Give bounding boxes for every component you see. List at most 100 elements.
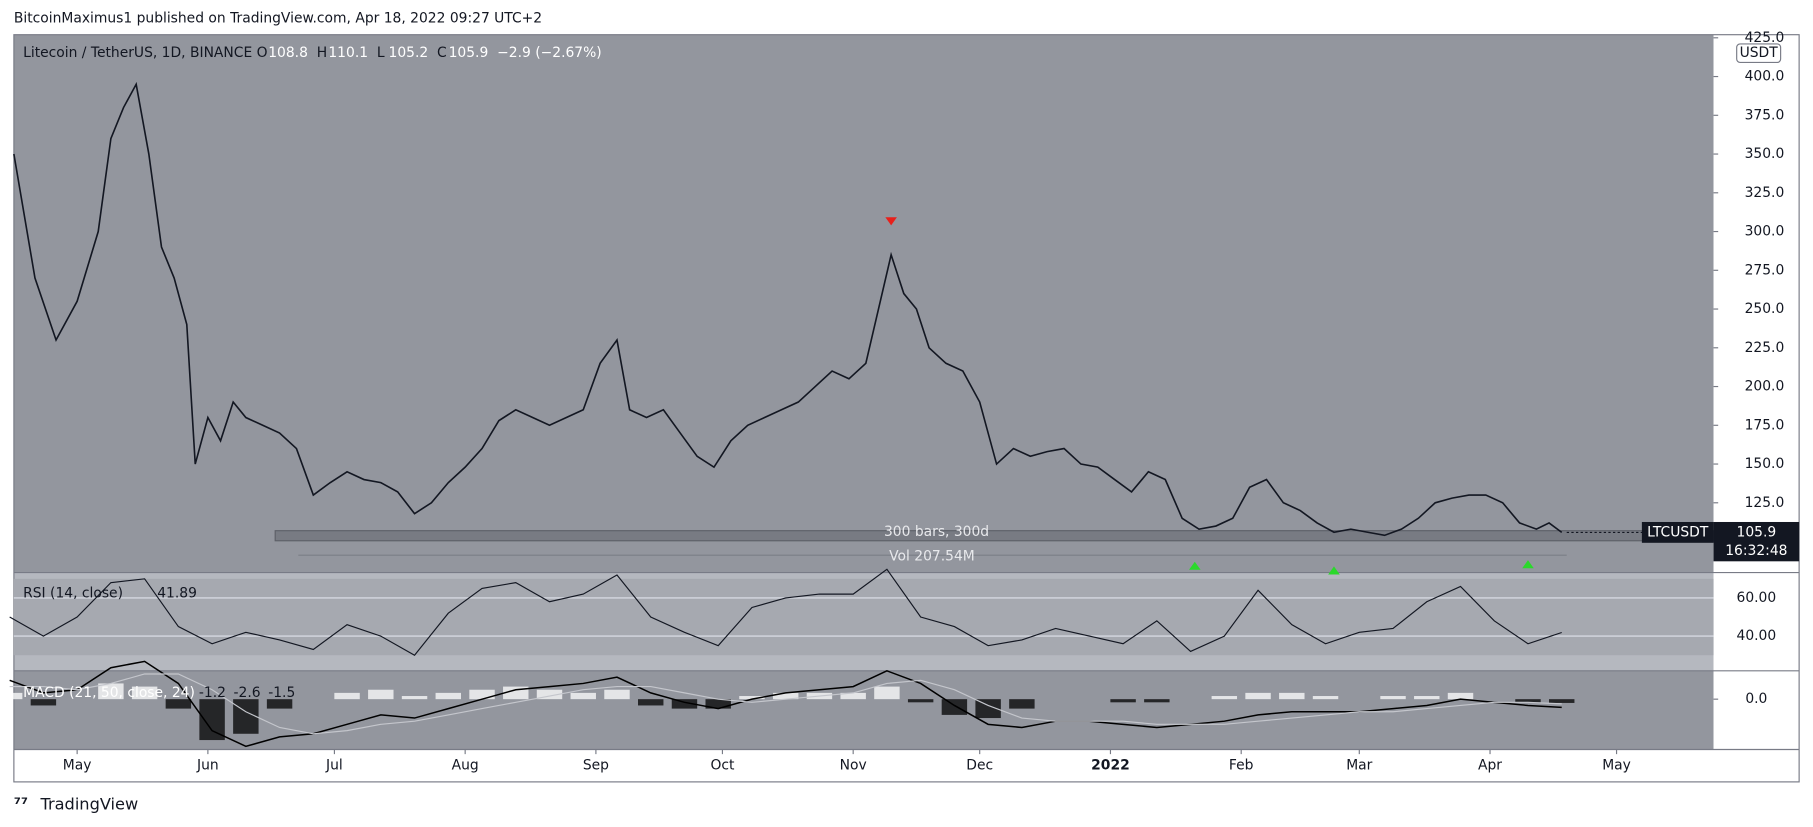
x-tick-label: Oct bbox=[710, 758, 735, 774]
x-tick-label: Jul bbox=[325, 758, 343, 774]
x-tick-label: Aug bbox=[452, 758, 479, 774]
macd-histogram-bar bbox=[1312, 696, 1339, 700]
macd-histogram-bar bbox=[469, 689, 495, 700]
currency-box bbox=[1736, 43, 1782, 64]
macd-histogram-bar bbox=[1515, 699, 1541, 703]
macd-histogram-bar bbox=[604, 689, 630, 700]
ohlc-key: O bbox=[257, 45, 268, 61]
marker bbox=[1189, 561, 1201, 570]
macd-histogram-bar bbox=[131, 686, 158, 700]
y-tick-label: 350.0 bbox=[1745, 146, 1785, 162]
ticker-box bbox=[1641, 521, 1714, 543]
macd-histogram-bar bbox=[907, 699, 934, 703]
price-panel bbox=[13, 34, 1714, 573]
macd-tick-label: 0.0 bbox=[1745, 691, 1767, 707]
macd-panel bbox=[13, 670, 1714, 750]
x-tick-label: Apr bbox=[1478, 758, 1502, 774]
macd-histogram-bar bbox=[1245, 692, 1271, 700]
macd-histogram-bar bbox=[1279, 692, 1305, 700]
macd-histogram-bar bbox=[705, 699, 731, 709]
macd-histogram-bar bbox=[165, 699, 192, 709]
y-tick-label: 325.0 bbox=[1745, 185, 1785, 201]
rsi-last: 41.89 bbox=[157, 585, 197, 601]
y-tick-label: 125.0 bbox=[1745, 495, 1785, 511]
macd-last: -2.6 bbox=[234, 685, 261, 701]
macd-histogram-bar bbox=[1380, 696, 1406, 700]
rsi-tick-label: 60.00 bbox=[1737, 590, 1777, 606]
y-tick-label: 375.0 bbox=[1745, 107, 1785, 123]
symbol: Litecoin / TetherUS, 1D, BINANCE bbox=[23, 45, 252, 61]
rsi-line bbox=[9, 568, 1562, 656]
change: −2.9 (−2.67%) bbox=[497, 45, 601, 61]
macd-histogram-bar bbox=[536, 689, 563, 700]
ohlc-value: 105.9 bbox=[449, 45, 489, 61]
countdown: 16:32:48 bbox=[1725, 543, 1787, 559]
macd-histogram-bar bbox=[772, 692, 799, 700]
macd-histogram-bar bbox=[435, 692, 462, 700]
support-zone bbox=[274, 530, 1715, 542]
price-box bbox=[1713, 521, 1800, 562]
macd-histogram-bar bbox=[941, 699, 968, 715]
volume-label: Vol 207.54M bbox=[889, 548, 975, 564]
footer: TradingView bbox=[39, 795, 138, 814]
macd-histogram-bar bbox=[1447, 692, 1474, 700]
macd-histogram-bar bbox=[30, 699, 57, 706]
x-tick-label: Jun bbox=[196, 758, 219, 774]
macd-histogram-bar bbox=[570, 692, 596, 700]
macd-histogram-bar bbox=[1110, 699, 1136, 703]
y-tick-label: 175.0 bbox=[1745, 417, 1785, 433]
macd-line bbox=[9, 660, 1562, 748]
ohlc-value: 108.8 bbox=[268, 45, 308, 61]
range-label: 300 bars, 300d bbox=[884, 524, 989, 540]
macd-histogram-bar bbox=[334, 692, 360, 700]
x-tick-label: Sep bbox=[583, 758, 609, 774]
macd-histogram-bar bbox=[1414, 696, 1440, 700]
x-tick-label: 2022 bbox=[1091, 758, 1130, 774]
last-price: 105.9 bbox=[1737, 524, 1777, 540]
y-tick-label: 200.0 bbox=[1745, 379, 1785, 395]
ohlc-key: L bbox=[377, 45, 385, 61]
x-tick-label: May bbox=[63, 758, 92, 774]
currency: USDT bbox=[1740, 45, 1779, 61]
macd-histogram-bar bbox=[1211, 696, 1238, 700]
rsi-title: RSI (14, close) bbox=[23, 585, 123, 601]
marker bbox=[885, 217, 897, 226]
macd-histogram-bar bbox=[975, 699, 1001, 719]
ticker: LTCUSDT bbox=[1647, 524, 1709, 540]
macd-histogram-bar bbox=[671, 699, 698, 709]
macd-histogram-bar bbox=[368, 689, 394, 700]
macd-histogram-bar bbox=[199, 699, 225, 741]
y-tick-label: 225.0 bbox=[1745, 340, 1785, 356]
y-tick-label: 275.0 bbox=[1745, 262, 1785, 278]
logo: ⁷⁷ bbox=[14, 795, 28, 814]
marker bbox=[1328, 566, 1340, 575]
ohlc-key: C bbox=[437, 45, 447, 61]
macd-histogram-bar bbox=[840, 692, 866, 700]
x-tick-label: Dec bbox=[966, 758, 993, 774]
marker bbox=[1522, 560, 1534, 569]
signal-line bbox=[9, 673, 1562, 735]
ohlc-value: 105.2 bbox=[389, 45, 429, 61]
y-tick-label: 250.0 bbox=[1745, 301, 1785, 317]
macd-histogram-bar bbox=[874, 686, 900, 700]
x-tick-label: Feb bbox=[1229, 758, 1254, 774]
y-tick-label: 425.0 bbox=[1745, 30, 1785, 46]
rsi-tick-label: 40.00 bbox=[1737, 628, 1777, 644]
macd-histogram-bar bbox=[401, 696, 428, 700]
macd-histogram-bar bbox=[638, 699, 664, 706]
ohlc-key: H bbox=[317, 45, 327, 61]
x-tick-label: Mar bbox=[1346, 758, 1372, 774]
x-tick-label: Nov bbox=[840, 758, 867, 774]
macd-histogram-bar bbox=[1009, 699, 1035, 709]
macd-title: MACD (21, 50, close, 24) bbox=[23, 685, 195, 701]
macd-last: -1.2 bbox=[199, 685, 226, 701]
macd-histogram-bar bbox=[98, 683, 124, 700]
ohlc-value: 110.1 bbox=[328, 45, 368, 61]
macd-histogram-bar bbox=[233, 699, 259, 734]
macd-histogram-bar bbox=[739, 696, 765, 700]
macd-histogram-bar bbox=[266, 699, 293, 709]
y-tick-label: 400.0 bbox=[1745, 69, 1785, 85]
price-axis bbox=[1713, 34, 1800, 750]
macd-histogram-bar bbox=[1144, 699, 1170, 703]
